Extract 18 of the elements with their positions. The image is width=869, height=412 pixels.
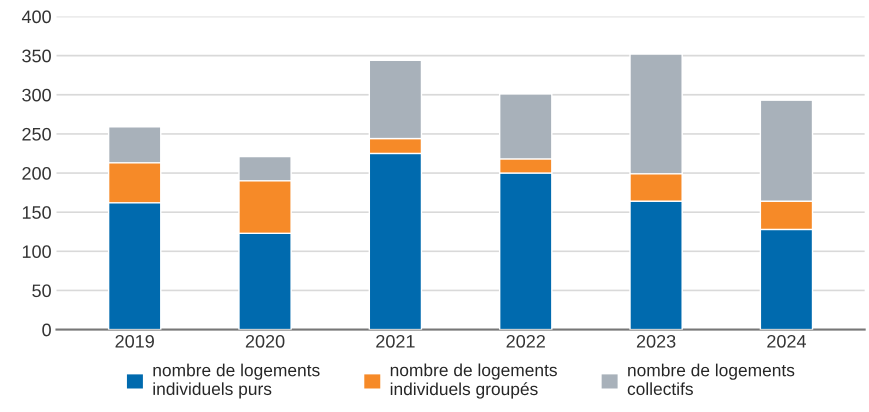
y-tick-label: 350 <box>22 50 51 62</box>
y-tick-label: 150 <box>22 206 51 219</box>
y-tick-label: 300 <box>22 88 51 102</box>
x-tick-label: 2023 <box>636 334 676 348</box>
x-tick-label: 2024 <box>767 334 806 348</box>
y-tick-label: 50 <box>32 284 51 298</box>
x-tick-label: 2022 <box>506 334 545 348</box>
legend-label: nombre de logements individuels purs <box>153 364 320 399</box>
x-tick-label: 2020 <box>246 334 284 348</box>
legend-label: nombre de logements individuels groupés <box>390 364 557 399</box>
x-tick-label: 2019 <box>116 334 154 348</box>
y-tick-label: 0 <box>42 324 51 336</box>
y-tick-label: 250 <box>22 128 51 141</box>
y-tick-label: 100 <box>22 245 51 258</box>
y-tick-label: 400 <box>22 10 51 24</box>
x-tick-label: 2021 <box>376 334 415 348</box>
y-tick-label: 200 <box>22 166 51 180</box>
legend-label: nombre de logements collectifs <box>628 364 794 396</box>
